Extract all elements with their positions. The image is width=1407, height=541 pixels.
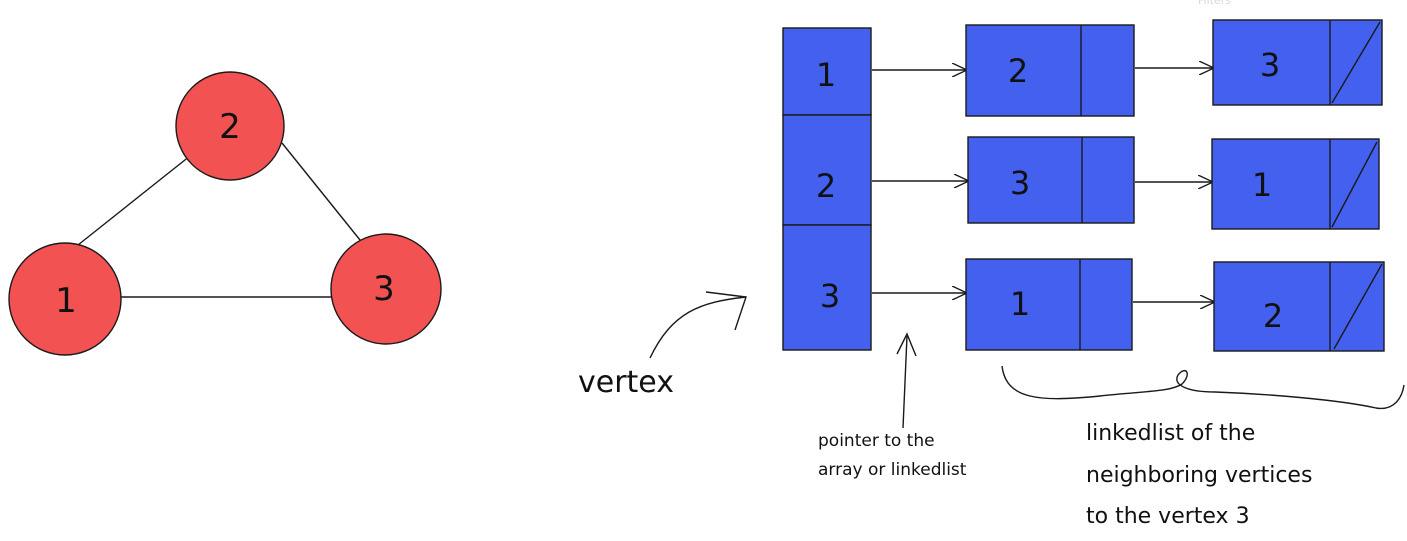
list-row-1: 2 3 xyxy=(872,19,1383,117)
vertex-cell-3 xyxy=(782,224,872,351)
edge-1-2 xyxy=(77,147,201,246)
pointer-annotation-line2: array or linkedlist xyxy=(818,460,967,480)
vertex-cell-1-label: 1 xyxy=(816,56,836,94)
graph-node-3-label: 3 xyxy=(373,269,395,309)
neighbors-annotation-line1: linkedlist of the xyxy=(1086,421,1255,446)
list-node-r1-b xyxy=(1212,19,1383,106)
list-node-r3-a-label: 1 xyxy=(1010,285,1030,323)
vertex-array: 1 2 3 xyxy=(782,27,872,351)
graph-node-2-label: 2 xyxy=(219,107,241,147)
list-node-r2-b xyxy=(1211,138,1380,230)
list-row-2: 3 1 xyxy=(872,136,1380,230)
list-node-r1-b-label: 3 xyxy=(1260,46,1280,84)
list-node-r3-b xyxy=(1213,261,1385,352)
graph-node-1-label: 1 xyxy=(55,281,77,321)
pointer-annotation-line1: pointer to the xyxy=(818,431,935,451)
neighbors-annotation-line2: neighboring vertices xyxy=(1086,463,1312,488)
vertex-cell-2-label: 2 xyxy=(816,167,836,205)
edge-2-3 xyxy=(281,142,361,241)
list-node-r2-a xyxy=(967,136,1135,224)
faded-toolbar-text: Filters xyxy=(1198,0,1231,7)
graph: 2 1 3 xyxy=(8,71,442,356)
annotations: vertex pointer to the array or linkedlis… xyxy=(578,291,1405,529)
graph-node-3 xyxy=(330,233,442,345)
vertex-cell-2 xyxy=(782,114,872,226)
graph-node-1 xyxy=(8,242,122,356)
null-slash-r3 xyxy=(1333,263,1383,350)
list-node-r1-a xyxy=(965,24,1135,117)
null-slash-r1 xyxy=(1331,21,1381,104)
list-row-3: 1 2 xyxy=(872,258,1385,352)
graph-node-2 xyxy=(175,71,285,181)
list-node-r1-a-label: 2 xyxy=(1008,52,1028,90)
null-slash-r2 xyxy=(1331,141,1378,228)
vertex-annotation: vertex xyxy=(578,365,674,400)
list-node-r2-b-label: 1 xyxy=(1252,166,1272,204)
pointer-up-arrow-head xyxy=(896,332,917,357)
list-node-r3-a xyxy=(965,258,1133,351)
vertex-pointer-head xyxy=(705,291,747,331)
vertex-pointer-curve xyxy=(649,296,747,359)
neighbors-brace xyxy=(1001,365,1405,410)
list-node-r2-a-label: 3 xyxy=(1010,164,1030,202)
list-node-r3-b-label: 2 xyxy=(1263,297,1283,335)
neighbors-annotation-line3: to the vertex 3 xyxy=(1086,504,1250,529)
vertex-cell-3-label: 3 xyxy=(820,277,840,315)
vertex-cell-1 xyxy=(782,27,872,116)
pointer-up-arrow xyxy=(902,335,908,429)
